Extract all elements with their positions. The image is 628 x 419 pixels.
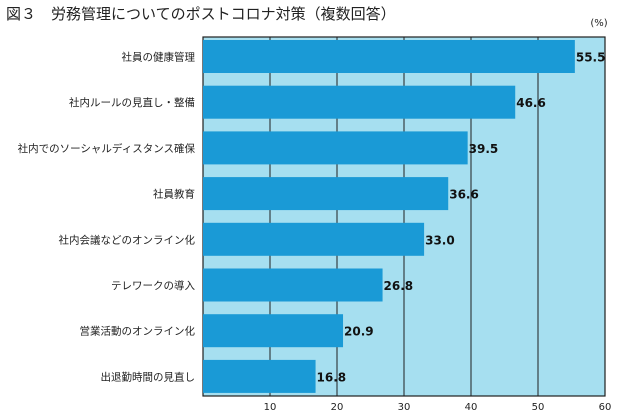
x-tick-label: 40: [465, 402, 478, 413]
category-label: 社員の健康管理: [122, 51, 196, 64]
bar: [203, 268, 383, 302]
figure-label: 図３: [6, 5, 37, 23]
value-label: 39.5: [469, 142, 499, 156]
bar: [203, 314, 344, 348]
chart-title-text: 労務管理についてのポストコロナ対策（複数回答）: [51, 5, 396, 23]
x-tick-label: 30: [398, 402, 411, 413]
category-label: 社内会議などのオンライン化: [59, 233, 196, 246]
plot-frame: [202, 36, 606, 397]
bar: [203, 359, 316, 393]
bar: [203, 40, 575, 73]
category-label: テレワークの導入: [111, 279, 195, 292]
value-label: 55.5: [576, 51, 606, 65]
category-label: 営業活動のオンライン化: [80, 325, 196, 338]
value-label: 33.0: [425, 233, 455, 247]
bar: [203, 85, 516, 119]
chart-title: 図３ 労務管理についてのポストコロナ対策（複数回答）: [6, 4, 396, 24]
bar: [203, 222, 425, 256]
x-tick-label: 20: [331, 402, 344, 413]
category-label: 社員教育: [153, 188, 195, 201]
value-label: 46.6: [516, 96, 546, 110]
category-label: 出退勤時間の見直し: [101, 370, 196, 383]
value-label: 16.8: [317, 370, 347, 384]
value-label: 20.9: [344, 325, 374, 339]
x-tick-label: 50: [532, 402, 545, 413]
unit-label: (%): [590, 18, 607, 29]
value-label: 36.6: [449, 188, 479, 202]
category-label: 社内ルールの見直し・整備: [69, 96, 195, 109]
category-label: 社内でのソーシャルディスタンス確保: [18, 142, 196, 155]
x-tick-label: 10: [264, 402, 277, 413]
bar: [203, 177, 449, 211]
bar: [203, 131, 468, 165]
x-tick-label: 60: [599, 402, 612, 413]
value-label: 26.8: [384, 279, 414, 293]
